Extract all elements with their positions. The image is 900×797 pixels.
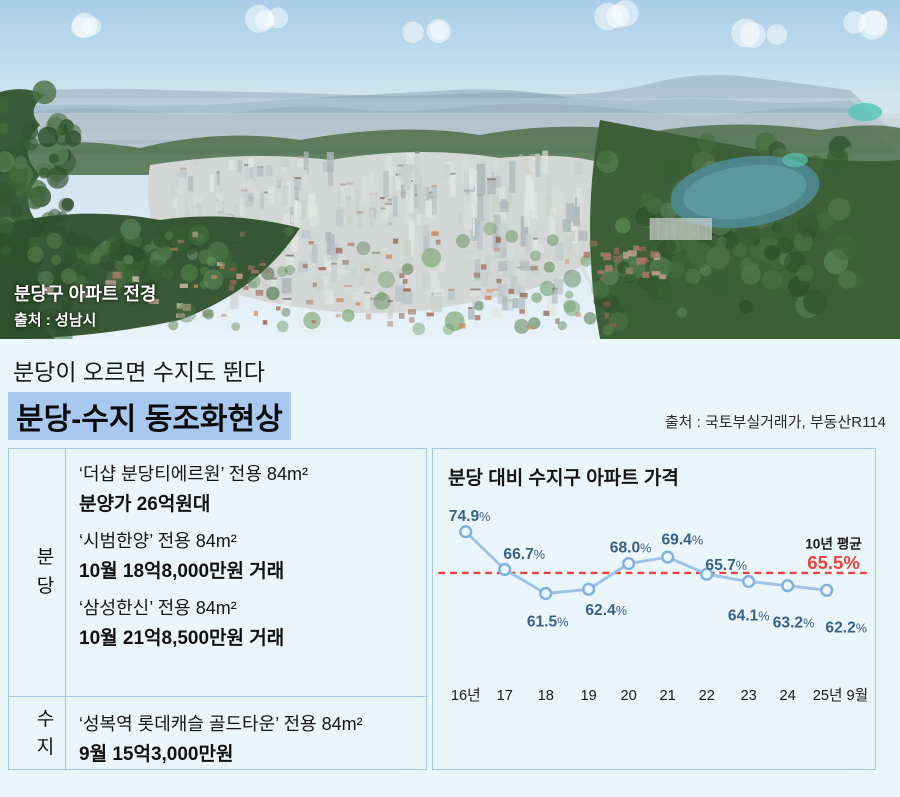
svg-text:61.5%: 61.5%	[527, 614, 569, 631]
svg-text:62.4%: 62.4%	[585, 602, 627, 619]
svg-text:16년: 16년	[451, 687, 481, 704]
svg-text:19: 19	[581, 688, 597, 704]
svg-text:62.2%: 62.2%	[825, 619, 867, 636]
svg-text:25년 9월: 25년 9월	[813, 687, 868, 704]
svg-text:69.4%: 69.4%	[661, 532, 703, 549]
svg-text:63.2%: 63.2%	[773, 615, 815, 632]
svg-text:68.0%: 68.0%	[610, 539, 652, 556]
svg-text:64.1%: 64.1%	[728, 608, 770, 625]
svg-text:10년 평균: 10년 평균	[805, 536, 862, 552]
svg-text:65.5%: 65.5%	[807, 552, 860, 573]
svg-text:22: 22	[699, 688, 715, 704]
svg-text:21: 21	[660, 688, 676, 704]
svg-text:66.7%: 66.7%	[503, 546, 545, 563]
svg-text:74.9%: 74.9%	[449, 508, 491, 525]
svg-text:17: 17	[497, 688, 513, 704]
svg-text:20: 20	[621, 688, 637, 704]
svg-text:65.7%: 65.7%	[705, 557, 747, 574]
svg-text:18: 18	[538, 688, 554, 704]
svg-text:23: 23	[741, 688, 757, 704]
svg-text:24: 24	[780, 688, 796, 704]
